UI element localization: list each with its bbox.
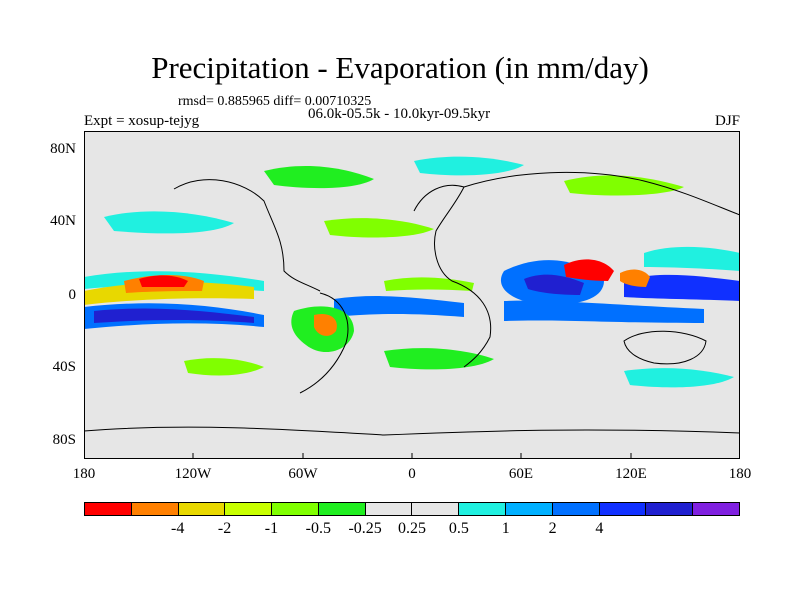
field-blob — [384, 348, 494, 370]
stats-text: rmsd= 0.885965 diff= 0.00710325 — [178, 94, 372, 109]
colorbar-cell — [131, 503, 179, 515]
period-text: 06.0k-05.5k - 10.0kyr-09.5kyr — [308, 106, 491, 122]
field-blobs — [84, 156, 740, 388]
field-blob — [324, 218, 434, 238]
y-tick-label: 80S — [52, 432, 76, 448]
y-tick-label: 40N — [50, 213, 76, 229]
field-blob — [184, 358, 264, 376]
colorbar-cell — [506, 503, 553, 515]
field-blob — [414, 156, 524, 176]
field-blob — [564, 175, 684, 196]
x-tick-label: 0 — [408, 466, 416, 482]
coastline-eurasia — [463, 171, 740, 216]
field-blob — [624, 274, 740, 301]
field-blob — [104, 211, 234, 234]
coastline-north-america — [173, 179, 321, 292]
experiment-text: Expt = xosup-tejyg — [84, 113, 200, 129]
figure-title: Precipitation - Evaporation (in mm/day) — [151, 50, 649, 85]
coastline-australia — [623, 330, 707, 365]
colorbar-cell — [693, 503, 739, 515]
tick-marks — [192, 453, 632, 459]
field-blob — [264, 165, 374, 189]
x-tick-label: 180 — [72, 466, 96, 482]
field-blob — [94, 308, 254, 323]
map-svg — [84, 131, 740, 459]
field-blob — [620, 269, 650, 287]
y-tick-label: 80N — [50, 141, 76, 157]
colorbar-cell — [225, 503, 273, 515]
colorbar-cell — [85, 503, 132, 515]
y-tick-label: 0 — [68, 287, 77, 303]
colorbar-cell — [365, 503, 413, 515]
field-blob — [334, 296, 464, 317]
x-tick-label: 120E — [615, 466, 647, 482]
colorbar-label: -4 — [171, 520, 185, 537]
map-panel — [84, 131, 740, 459]
field-blob — [504, 300, 704, 323]
colorbar-label: -0.25 — [348, 520, 382, 537]
colorbar-cell — [272, 503, 319, 515]
colorbar-cell — [459, 503, 507, 515]
colorbar — [84, 502, 740, 516]
x-tick-label: 60E — [508, 466, 534, 482]
colorbar-cell — [178, 503, 226, 515]
colorbar-cell — [412, 503, 460, 515]
coastline-antarctica — [84, 426, 740, 436]
season-text: DJF — [714, 113, 740, 129]
colorbar-label: 2 — [548, 520, 557, 537]
colorbar-cell — [318, 503, 366, 515]
colorbar-label: 0.25 — [398, 520, 426, 537]
colorbar-label: 1 — [501, 520, 510, 537]
x-tick-label: 120W — [174, 466, 212, 482]
field-blob — [139, 275, 188, 287]
coastline-south-america — [299, 292, 349, 394]
colorbar-cell — [552, 503, 600, 515]
y-tick-label: 40S — [52, 359, 76, 375]
x-tick-label: 60W — [288, 466, 318, 482]
colorbar-label: 0.5 — [448, 520, 469, 537]
field-blob — [524, 274, 584, 295]
colorbar-label: -2 — [217, 520, 232, 537]
colorbar-label: -1 — [264, 520, 279, 537]
field-blob — [624, 368, 734, 388]
field-blob — [314, 313, 337, 336]
colorbar-cell — [646, 503, 694, 515]
colorbar-cell — [599, 503, 647, 515]
colorbar-label: -0.5 — [305, 520, 331, 537]
field-blob — [564, 259, 614, 281]
x-tick-label: 180 — [728, 466, 752, 482]
field-blob — [644, 246, 740, 271]
coastline-africa-europe — [413, 184, 492, 368]
colorbar-label: 4 — [595, 520, 604, 537]
coastlines — [84, 171, 740, 436]
